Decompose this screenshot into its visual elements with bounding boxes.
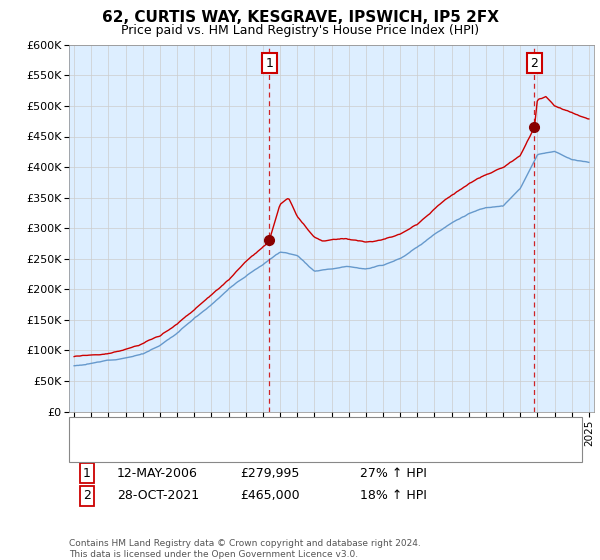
- Text: 62, CURTIS WAY, KESGRAVE, IPSWICH, IP5 2FX: 62, CURTIS WAY, KESGRAVE, IPSWICH, IP5 2…: [101, 10, 499, 25]
- Text: £279,995: £279,995: [240, 466, 299, 480]
- Text: 27% ↑ HPI: 27% ↑ HPI: [360, 466, 427, 480]
- Text: 1: 1: [265, 57, 273, 69]
- Text: Contains HM Land Registry data © Crown copyright and database right 2024.
This d: Contains HM Land Registry data © Crown c…: [69, 539, 421, 559]
- Text: 62, CURTIS WAY, KESGRAVE, IPSWICH, IP5 2FX (detached house): 62, CURTIS WAY, KESGRAVE, IPSWICH, IP5 2…: [108, 421, 467, 431]
- Text: 2: 2: [530, 57, 538, 69]
- Text: 1: 1: [83, 466, 91, 480]
- Text: Price paid vs. HM Land Registry's House Price Index (HPI): Price paid vs. HM Land Registry's House …: [121, 24, 479, 36]
- Text: 2: 2: [83, 489, 91, 502]
- Text: 28-OCT-2021: 28-OCT-2021: [117, 489, 199, 502]
- Text: 12-MAY-2006: 12-MAY-2006: [117, 466, 198, 480]
- Text: 18% ↑ HPI: 18% ↑ HPI: [360, 489, 427, 502]
- Text: HPI: Average price, detached house, East Suffolk: HPI: Average price, detached house, East…: [108, 440, 380, 450]
- Text: £465,000: £465,000: [240, 489, 299, 502]
